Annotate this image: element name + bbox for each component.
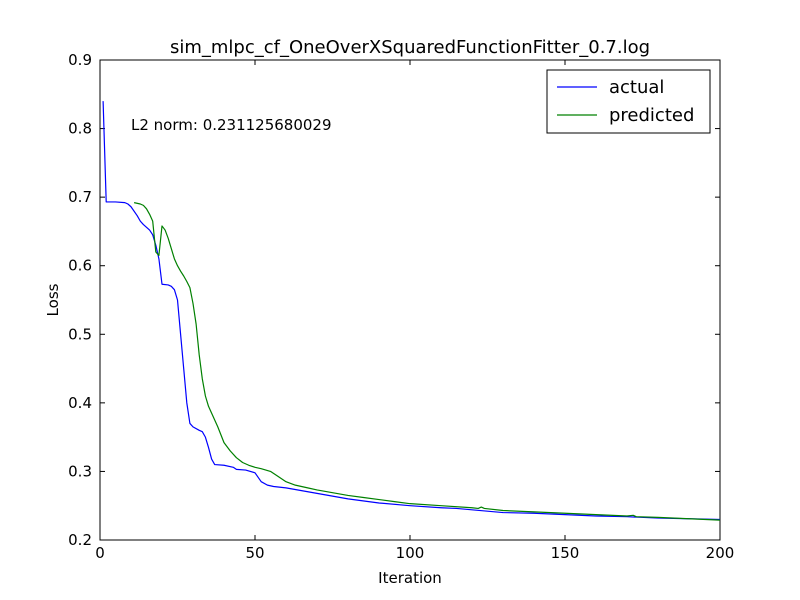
axis-ticks: 0 50 100 150 200 0.2 0.3 0.4 0.5 0.6 0.7 0.8 0.9 (68, 51, 734, 562)
x-tick-label: 0 (95, 544, 105, 562)
x-tick-label: 150 (551, 544, 580, 562)
x-axis-label: Iteration (378, 569, 442, 587)
y-tick-label: 0.5 (68, 325, 92, 343)
y-axis-label: Loss (44, 283, 62, 316)
chart-title: sim_mlpc_cf_OneOverXSquaredFunctionFitte… (170, 37, 650, 58)
y-tick-label: 0.2 (68, 531, 92, 549)
y-tick-label: 0.7 (68, 188, 92, 206)
y-tick-label: 0.3 (68, 462, 92, 480)
legend: actual predicted (546, 69, 711, 134)
series-line-actual (102, 101, 721, 521)
x-tick-label: 50 (245, 544, 264, 562)
y-tick-label: 0.6 (68, 257, 92, 275)
legend-box (546, 69, 711, 134)
series-line-predicted (133, 202, 721, 521)
y-tick-label: 0.4 (68, 394, 92, 412)
y-tick-label: 0.9 (68, 51, 92, 69)
x-tick-label: 100 (396, 544, 425, 562)
series-lines (102, 101, 721, 521)
legend-label-predicted: predicted (609, 105, 694, 126)
y-tick-label: 0.8 (68, 120, 92, 138)
l2-norm-annotation: L2 norm: 0.231125680029 (131, 116, 332, 134)
plot-area (99, 59, 721, 541)
legend-label-actual: actual (609, 77, 664, 98)
x-tick-label: 200 (706, 544, 735, 562)
